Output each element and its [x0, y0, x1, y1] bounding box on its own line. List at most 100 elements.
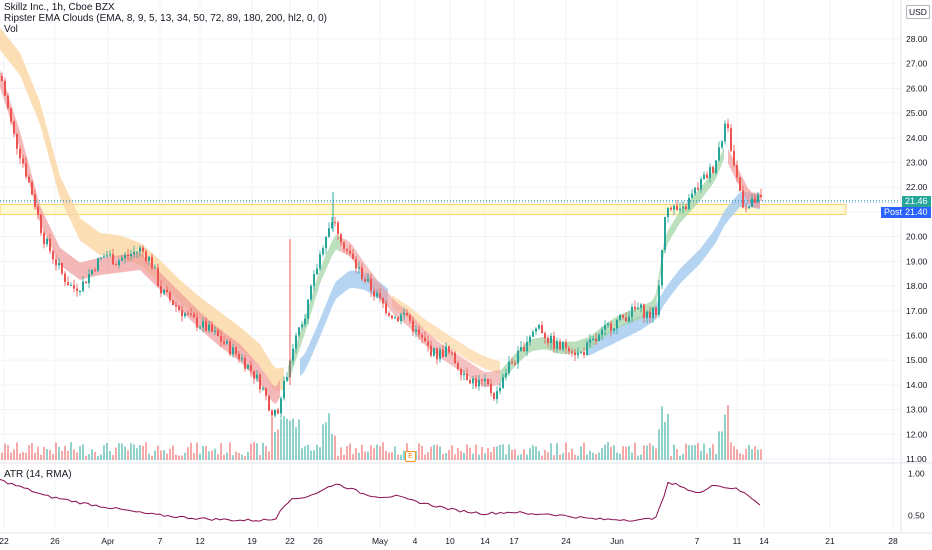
- volume-bar: [370, 445, 372, 460]
- volume-bar: [631, 452, 633, 460]
- volume-bar: [118, 443, 120, 460]
- volume-bar: [355, 447, 357, 460]
- candle-body: [19, 148, 21, 159]
- candle-body: [253, 370, 255, 379]
- candle-body: [118, 260, 120, 266]
- volume-bar: [208, 451, 210, 460]
- candle-body: [256, 374, 258, 379]
- candle-body: [124, 254, 126, 259]
- volume-bar: [424, 454, 426, 460]
- currency-badge[interactable]: USD: [906, 5, 930, 19]
- volume-bar: [298, 419, 300, 460]
- volume-bar: [535, 446, 537, 460]
- volume-bar: [685, 443, 687, 460]
- candle-body: [442, 349, 444, 357]
- volume-bar: [160, 450, 162, 460]
- candle-body: [277, 409, 279, 414]
- candle-body: [196, 317, 198, 328]
- volume-bar: [382, 442, 384, 460]
- candle-body: [577, 352, 579, 356]
- volume-bar: [229, 442, 231, 460]
- volume-bar: [556, 443, 558, 460]
- volume-bar: [754, 446, 756, 460]
- volume-bar: [307, 444, 309, 460]
- candle-body: [721, 141, 723, 148]
- candle-body: [193, 314, 195, 318]
- volume-bar: [394, 446, 396, 460]
- volume-bar: [337, 455, 339, 460]
- time-tick-label: 14: [759, 536, 769, 546]
- candle-body: [25, 163, 27, 177]
- price-tick-label: 28.00: [906, 34, 928, 44]
- candle-body: [388, 313, 390, 316]
- candle-body: [727, 123, 729, 129]
- volume-bar: [97, 455, 99, 460]
- volume-bar: [700, 450, 702, 460]
- candle-body: [598, 334, 600, 342]
- volume-bar: [253, 442, 255, 460]
- volume-bar: [508, 444, 510, 460]
- candle-body: [100, 257, 102, 259]
- volume-bar: [592, 452, 594, 460]
- atr-tick-label: 1.00: [908, 468, 925, 478]
- price-tick-label: 13.00: [906, 405, 928, 415]
- volume-bar: [553, 455, 555, 460]
- post-label: Post: [881, 207, 906, 218]
- volume-bar: [589, 450, 591, 460]
- volume-bar: [499, 444, 501, 460]
- volume-bar: [277, 429, 279, 460]
- candle-body: [145, 251, 147, 261]
- volume-bar: [142, 445, 144, 460]
- candle-body: [52, 251, 54, 260]
- candle-body: [334, 222, 336, 224]
- candle-body: [295, 335, 297, 349]
- ema-clouds-legend[interactable]: Ripster EMA Clouds (EMA, 8, 9, 5, 13, 34…: [4, 13, 327, 24]
- candle-body: [217, 330, 219, 337]
- time-tick-label: 26: [50, 536, 60, 546]
- candle-body: [370, 278, 372, 291]
- volume-bar: [244, 455, 246, 460]
- volume-bar: [376, 444, 378, 460]
- candle-body: [607, 323, 609, 326]
- volume-bar: [289, 420, 291, 460]
- volume-bar: [517, 455, 519, 460]
- candles: [1, 72, 762, 419]
- volume-bar: [526, 454, 528, 460]
- candle-body: [571, 351, 573, 353]
- candle-body: [226, 341, 228, 344]
- atr-line: [0, 479, 761, 522]
- volume-bar: [349, 443, 351, 460]
- volume-bar: [79, 446, 81, 460]
- volume-bar: [124, 446, 126, 460]
- volume-bar: [76, 452, 78, 460]
- volume-bar: [91, 449, 93, 460]
- volume-legend[interactable]: Vol: [4, 24, 18, 35]
- volume-bar: [16, 442, 18, 460]
- price-tick-label: 25.00: [906, 108, 928, 118]
- volume-bar: [622, 446, 624, 460]
- volume-bar: [538, 450, 540, 460]
- earnings-marker[interactable]: E: [405, 451, 416, 462]
- symbol-legend[interactable]: Skillz Inc., 1h, Cboe BZX: [4, 2, 115, 13]
- candle-body: [136, 251, 138, 253]
- candle-body: [589, 339, 591, 343]
- volume-bar: [670, 455, 672, 460]
- candle-body: [454, 352, 456, 364]
- candle-body: [718, 147, 720, 161]
- volume-bar: [568, 452, 570, 460]
- candle-body: [439, 349, 441, 360]
- volume-bar: [433, 444, 435, 460]
- candle-body: [703, 174, 705, 180]
- candle-body: [469, 380, 471, 384]
- atr-legend[interactable]: ATR (14, RMA): [4, 469, 72, 480]
- volume-bar: [154, 450, 156, 460]
- candle-body: [130, 253, 132, 256]
- time-tick-label: 24: [561, 536, 571, 546]
- volume-bar: [598, 452, 600, 460]
- candle-body: [364, 279, 366, 282]
- volume-bar: [343, 454, 345, 460]
- volume-bar: [454, 454, 456, 460]
- volume-bar: [529, 448, 531, 460]
- volume-bar: [238, 452, 240, 460]
